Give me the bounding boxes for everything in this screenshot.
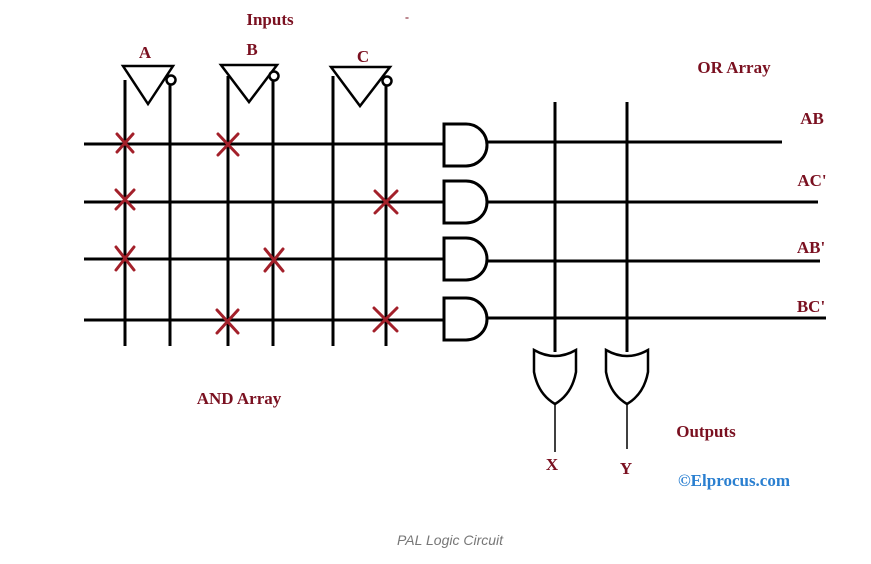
and-gate-3 bbox=[444, 238, 487, 280]
or-gate-x bbox=[534, 350, 576, 404]
inputs-label: Inputs bbox=[246, 10, 294, 29]
input-buffer-a bbox=[123, 66, 176, 104]
and-gate-4 bbox=[444, 298, 487, 340]
input-label-a: A bbox=[139, 43, 152, 62]
product-term-ab: AB bbox=[800, 109, 824, 128]
tick-mark: - bbox=[405, 10, 409, 24]
watermark-text: ©Elprocus.com bbox=[678, 471, 790, 490]
product-term-ab-complement: AB' bbox=[797, 238, 825, 257]
product-term-ac-complement: AC' bbox=[797, 171, 826, 190]
fuse-connections bbox=[116, 134, 397, 333]
and-gate-2 bbox=[444, 181, 487, 223]
product-term-lines bbox=[84, 144, 444, 320]
product-term-bc-complement: BC' bbox=[797, 297, 825, 316]
and-gates bbox=[444, 124, 487, 340]
output-label-x: X bbox=[546, 455, 559, 474]
or-gates bbox=[534, 350, 648, 404]
and-output-lines bbox=[487, 142, 826, 318]
figure-caption: PAL Logic Circuit bbox=[397, 532, 504, 548]
inverter-bubble-b bbox=[270, 72, 279, 81]
inverter-bubble-a bbox=[167, 76, 176, 85]
input-lines bbox=[125, 76, 386, 346]
or-array-lines bbox=[555, 102, 627, 352]
or-gate-y bbox=[606, 350, 648, 404]
or-array-label: OR Array bbox=[697, 58, 771, 77]
outputs-label: Outputs bbox=[676, 422, 736, 441]
input-buffer-c bbox=[331, 67, 392, 106]
and-array-label: AND Array bbox=[197, 389, 282, 408]
and-gate-1 bbox=[444, 124, 487, 166]
input-buffer-b bbox=[221, 65, 279, 102]
inverter-bubble-c bbox=[383, 77, 392, 86]
input-label-c: C bbox=[357, 47, 369, 66]
output-label-y: Y bbox=[620, 459, 632, 478]
input-label-b: B bbox=[246, 40, 257, 59]
